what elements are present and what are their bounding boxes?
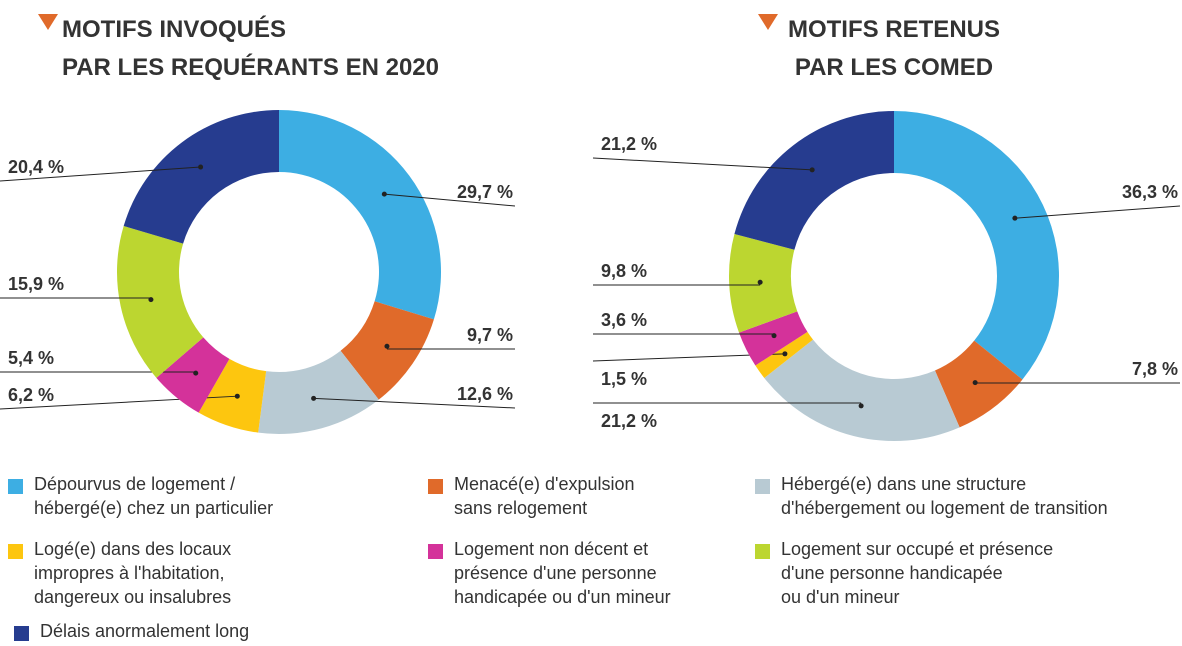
slice: [279, 110, 441, 320]
legend-swatch: [8, 479, 23, 494]
leader-dot: [148, 297, 154, 303]
legend-label: Logé(e) dans des locaux impropres à l'ha…: [34, 539, 232, 607]
slice: [156, 337, 230, 413]
slice: [198, 358, 267, 433]
value-label: 9,7 %: [467, 325, 513, 345]
value-label: 15,9 %: [8, 274, 64, 294]
value-label: 36,3 %: [1122, 182, 1178, 202]
slice: [116, 226, 204, 378]
legend-swatch: [428, 544, 443, 559]
leader-dot: [1012, 215, 1018, 221]
slice: [258, 350, 379, 434]
leader-dot: [771, 333, 777, 339]
value-label: 3,6 %: [601, 310, 647, 330]
slice: [729, 234, 798, 333]
slice: [739, 311, 808, 366]
value-label: 20,4 %: [8, 157, 64, 177]
chart-title: MOTIFS RETENUS PAR LES COMED: [787, 16, 1000, 81]
slice: [934, 340, 1023, 428]
legend-swatch: [14, 626, 29, 641]
value-label: 7,8 %: [1132, 359, 1178, 379]
value-label: 12,6 %: [457, 384, 513, 404]
value-label: 1,5 %: [601, 369, 647, 389]
legend-swatch: [8, 544, 23, 559]
value-label: 5,4 %: [8, 348, 54, 368]
legend-swatch: [428, 479, 443, 494]
legend-swatch: [755, 544, 770, 559]
leader-line: [592, 157, 813, 171]
title-marker: [758, 14, 778, 30]
leader-dot: [809, 167, 815, 173]
leader-line: [313, 397, 516, 409]
legend-swatch: [755, 479, 770, 494]
leader-dot: [782, 351, 788, 357]
leader-dot: [198, 164, 204, 170]
slice: [894, 111, 1059, 380]
slice: [123, 109, 279, 244]
slice: [764, 339, 960, 441]
value-label: 29,7 %: [457, 182, 513, 202]
value-label: 9,8 %: [601, 261, 647, 281]
leader-dot: [972, 380, 978, 386]
legend-label: Hébergé(e) dans une structure d'hébergem…: [781, 474, 1108, 518]
legend-label: Logement sur occupé et présence d'une pe…: [781, 539, 1054, 607]
leader-line: [1014, 205, 1181, 219]
title-marker: [38, 14, 58, 30]
leader-line: [384, 193, 516, 207]
slice: [340, 301, 434, 400]
value-label: 6,2 %: [8, 385, 54, 405]
value-label: 21,2 %: [601, 134, 657, 154]
leader-dot: [858, 403, 864, 409]
leader-dot: [757, 279, 763, 285]
legend-label: Logement non décent et présence d'une pe…: [454, 539, 671, 607]
leader-dot: [381, 191, 387, 197]
slice: [734, 110, 894, 250]
value-label: 21,2 %: [601, 411, 657, 431]
chart-title: MOTIFS INVOQUÉS PAR LES REQUÉRANTS EN 20…: [62, 16, 439, 81]
leader-dot: [384, 343, 390, 349]
legend-label: Délais anormalement long: [40, 621, 250, 641]
leader-dot: [234, 393, 240, 399]
legend-label: Menacé(e) d'expulsion sans relogement: [454, 474, 635, 518]
leader-line: [0, 166, 201, 182]
legend-label: Dépourvus de logement / hébergé(e) chez …: [34, 474, 274, 518]
leader-dot: [311, 395, 317, 401]
leader-dot: [193, 370, 199, 376]
